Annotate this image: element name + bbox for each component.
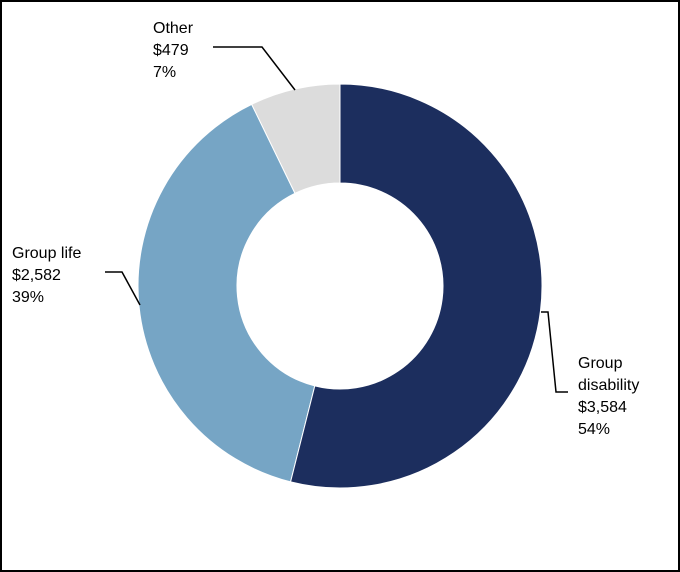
leader-line: [105, 271, 141, 306]
category-label: Group life: [12, 245, 82, 262]
category-label: Group disability: [578, 355, 640, 394]
label: Group disability $3,584 54%: [578, 353, 658, 441]
leader-line: [541, 311, 568, 393]
label: Group life $2,582 39%: [12, 243, 81, 309]
value-label: $3,584: [578, 399, 627, 416]
percent-label: 54%: [578, 421, 611, 438]
wedge: [137, 103, 316, 483]
value-label: $2,582: [12, 267, 61, 284]
percent-label: 39%: [12, 289, 45, 306]
label: Other $479 7%: [153, 18, 193, 84]
category-label: Other: [153, 20, 194, 37]
wedge: [289, 83, 543, 489]
leader-line: [213, 46, 296, 91]
percent-label: 7%: [153, 64, 177, 81]
value-label: $479: [153, 42, 189, 59]
